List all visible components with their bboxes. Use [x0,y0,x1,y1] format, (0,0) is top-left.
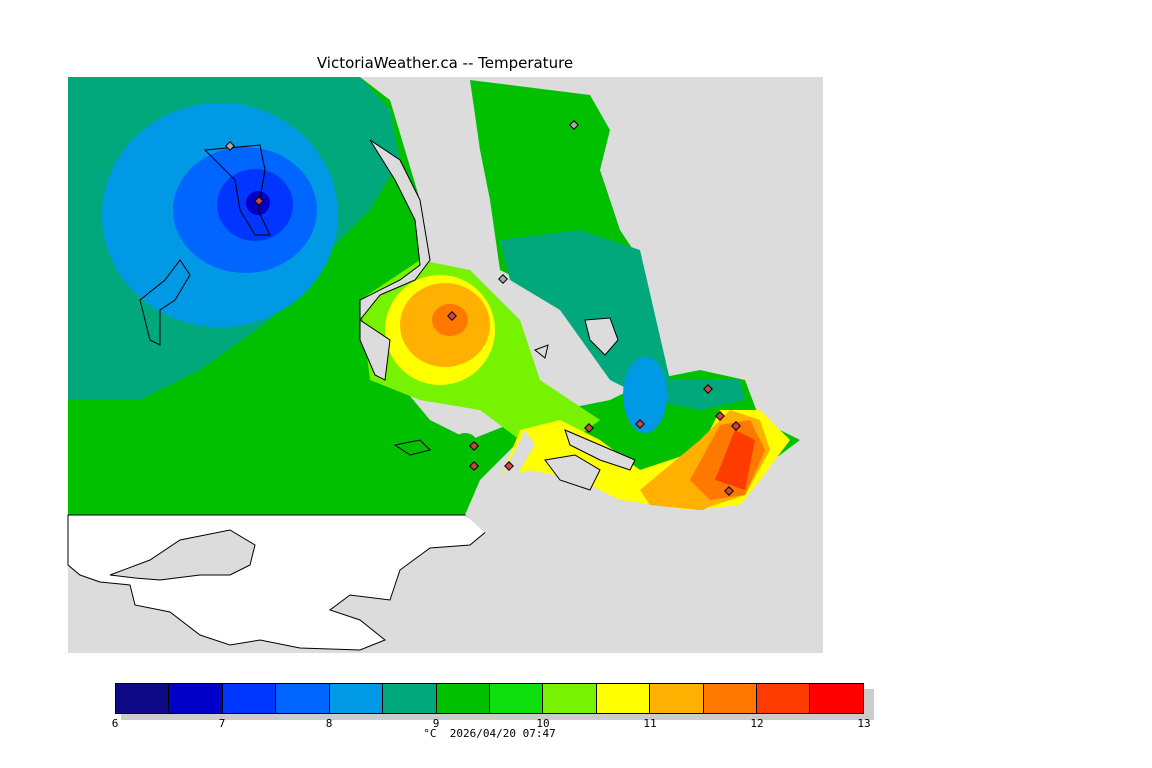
legend-tick-label: 12 [750,717,764,730]
legend-swatch [650,684,704,713]
island [203,144,271,236]
station-marker [635,419,645,429]
legend-tick-label: 8 [325,717,333,730]
legend-swatch [703,684,758,713]
station-marker [504,461,514,471]
station-markers [225,120,741,496]
map-title: VictoriaWeather.ca -- Temperature [316,54,574,72]
legend-swatch [169,684,223,713]
temperature-field [68,77,800,515]
legend-swatch [436,684,490,713]
legend-timestamp: 2026/04/20 07:47 [449,727,556,740]
legend-unit: °C [423,727,437,740]
station-marker [731,421,741,431]
station-marker [447,311,457,321]
legend-swatch [116,684,170,713]
color-legend: 6 7 8 9 10 11 12 13 °C 2026/04/20 07:47 [111,683,875,743]
legend-color-bar [115,683,864,714]
legend-swatch [810,684,863,713]
station-marker [703,384,713,394]
legend-tick-label: 7 [218,717,226,730]
legend-tick-label: 9 [432,717,440,730]
station-marker [724,486,734,496]
legend-swatch [383,684,437,713]
legend-swatch [276,684,330,713]
legend-swatch [543,684,597,713]
legend-tick-label: 10 [536,717,550,730]
legend-tick-label: 11 [643,717,657,730]
station-marker [254,196,264,206]
station-marker [715,411,725,421]
legend-tick-label: 6 [111,717,119,730]
station-marker [584,423,594,433]
legend-caption: °C 2026/04/20 07:47 [115,727,864,740]
station-marker [569,120,579,130]
land-peninsula [359,139,431,381]
legend-swatch [329,684,384,713]
legend-swatch [489,684,544,713]
legend-swatch [596,684,651,713]
station-marker [469,441,479,451]
legend-swatch [222,684,277,713]
legend-tick-label: 13 [857,717,871,730]
legend-swatch [757,684,811,713]
station-marker [498,274,508,284]
station-marker [225,141,235,151]
station-marker [469,461,479,471]
